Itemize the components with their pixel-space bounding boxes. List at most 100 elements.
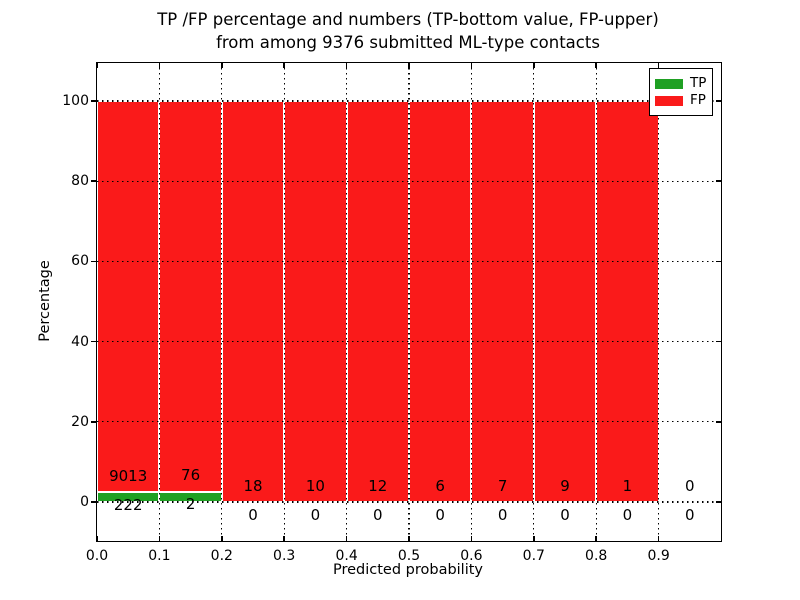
y-tick-mark-left bbox=[90, 501, 97, 503]
x-tick-mark-bottom bbox=[595, 536, 597, 541]
x-tick-label: 0.7 bbox=[522, 548, 545, 564]
y-tick-mark-left bbox=[90, 180, 97, 182]
y-tick-label: 40 bbox=[71, 333, 89, 350]
y-tick-mark-right bbox=[716, 180, 721, 182]
fp-bar bbox=[221, 101, 285, 502]
chart-title: TP /FP percentage and numbers (TP-bottom… bbox=[96, 8, 720, 54]
y-tick-mark-right bbox=[716, 100, 721, 102]
fp-count-label: 10 bbox=[305, 476, 325, 495]
y-tick-mark-left bbox=[90, 421, 97, 423]
y-tick-label: 0 bbox=[80, 494, 89, 510]
x-tick-mark-top bbox=[408, 63, 410, 68]
x-tick-mark-bottom bbox=[221, 536, 223, 541]
tp-legend-swatch bbox=[655, 78, 683, 89]
fp-bar bbox=[284, 101, 347, 502]
vertical-gridline bbox=[470, 63, 473, 541]
tp-count-label: 0 bbox=[310, 505, 321, 524]
x-tick-mark-top bbox=[221, 63, 223, 68]
tp-count-label: 0 bbox=[560, 505, 570, 524]
fp-bar bbox=[471, 101, 534, 502]
legend-item: TP bbox=[655, 76, 708, 91]
vertical-gridline bbox=[595, 63, 597, 541]
fp-count-label: 7 bbox=[497, 476, 508, 495]
x-tick-mark-bottom bbox=[533, 536, 535, 541]
plot-area: 9013 222 76 2 18 0 10 0 12 0 6 0 7 0 9 0 1 0 0 0 0 20 40 60 80 1… bbox=[62, 62, 722, 564]
tp-count-label: 0 bbox=[373, 505, 383, 524]
x-tick-mark-top bbox=[96, 63, 98, 68]
x-tick-label: 0.5 bbox=[397, 548, 421, 564]
x-tick-label: 0.9 bbox=[647, 548, 670, 564]
x-tick-mark-top bbox=[657, 63, 660, 68]
fp-bar bbox=[346, 101, 409, 502]
tp-count-label: 0 bbox=[248, 505, 258, 524]
y-tick-label: 80 bbox=[71, 173, 89, 190]
tp-count-label: 0 bbox=[497, 505, 508, 524]
x-tick-mark-bottom bbox=[470, 536, 473, 541]
fp-count-label: 9 bbox=[560, 476, 570, 495]
x-tick-label: 0.3 bbox=[273, 548, 296, 564]
vertical-gridline bbox=[657, 63, 660, 541]
x-tick-mark-top bbox=[158, 63, 161, 68]
tp-count-label: 0 bbox=[435, 505, 445, 524]
y-tick-mark-left bbox=[90, 260, 97, 263]
y-tick-mark-left bbox=[90, 100, 97, 102]
x-tick-mark-bottom bbox=[408, 536, 410, 541]
fp-count-label: 18 bbox=[243, 476, 263, 495]
fp-count-label: 9013 bbox=[109, 466, 148, 485]
x-tick-label: 0.6 bbox=[460, 548, 483, 564]
x-tick-mark-bottom bbox=[657, 536, 660, 541]
vertical-gridline bbox=[221, 63, 223, 541]
tp-count-label: 0 bbox=[685, 505, 695, 524]
tp-count-label: 222 bbox=[113, 495, 143, 514]
chart-title-line2: from among 9376 submitted ML-type contac… bbox=[216, 33, 600, 52]
x-tick-mark-bottom bbox=[283, 536, 285, 541]
y-tick-label: 100 bbox=[62, 93, 89, 109]
x-tick-mark-top bbox=[595, 63, 597, 68]
x-tick-mark-top bbox=[533, 63, 535, 68]
x-tick-mark-top bbox=[345, 63, 348, 68]
fp-legend-swatch bbox=[655, 95, 683, 106]
y-tick-mark-right bbox=[716, 421, 721, 423]
tp-count-label: 0 bbox=[622, 505, 633, 524]
legend-item-label: TP bbox=[690, 75, 707, 91]
tp-count-label: 2 bbox=[185, 495, 196, 514]
fp-bar bbox=[409, 101, 472, 502]
x-tick-mark-top bbox=[283, 63, 285, 68]
vertical-gridline bbox=[158, 63, 161, 541]
legend-item: FP bbox=[655, 93, 708, 108]
y-tick-mark-right bbox=[716, 501, 721, 503]
x-tick-mark-bottom bbox=[96, 536, 98, 541]
fp-count-label: 0 bbox=[685, 476, 695, 495]
vertical-gridline bbox=[408, 63, 410, 541]
x-tick-label: 0.8 bbox=[585, 548, 608, 564]
y-tick-mark-left bbox=[90, 340, 97, 343]
y-axis-label: Percentage bbox=[37, 260, 53, 342]
x-tick-label: 0.0 bbox=[85, 548, 109, 564]
x-tick-mark-top bbox=[470, 63, 473, 68]
fp-bar bbox=[159, 101, 222, 492]
x-tick-label: 0.4 bbox=[335, 548, 358, 564]
vertical-gridline bbox=[533, 63, 535, 541]
x-tick-mark-bottom bbox=[158, 536, 161, 541]
y-tick-mark-right bbox=[716, 260, 721, 263]
x-axis-label: Predicted probability bbox=[332, 562, 484, 578]
legend-item-label: FP bbox=[690, 92, 706, 108]
vertical-gridline bbox=[283, 63, 285, 541]
legend-box: TP FP bbox=[649, 68, 713, 116]
y-tick-label: 20 bbox=[71, 413, 89, 430]
fp-bar bbox=[97, 101, 160, 493]
fp-count-label: 6 bbox=[435, 476, 445, 495]
fp-count-label: 76 bbox=[181, 466, 201, 485]
y-tick-label: 60 bbox=[71, 253, 89, 270]
chart-title-line1: TP /FP percentage and numbers (TP-bottom… bbox=[157, 10, 659, 29]
x-tick-label: 0.2 bbox=[210, 548, 233, 564]
x-tick-label: 0.1 bbox=[148, 548, 171, 564]
vertical-gridline bbox=[345, 63, 348, 541]
fp-bar bbox=[596, 101, 659, 502]
fp-count-label: 12 bbox=[368, 476, 388, 495]
x-tick-mark-bottom bbox=[345, 536, 348, 541]
fp-count-label: 1 bbox=[622, 476, 633, 495]
y-tick-mark-right bbox=[716, 340, 721, 343]
fp-bar bbox=[533, 101, 597, 502]
